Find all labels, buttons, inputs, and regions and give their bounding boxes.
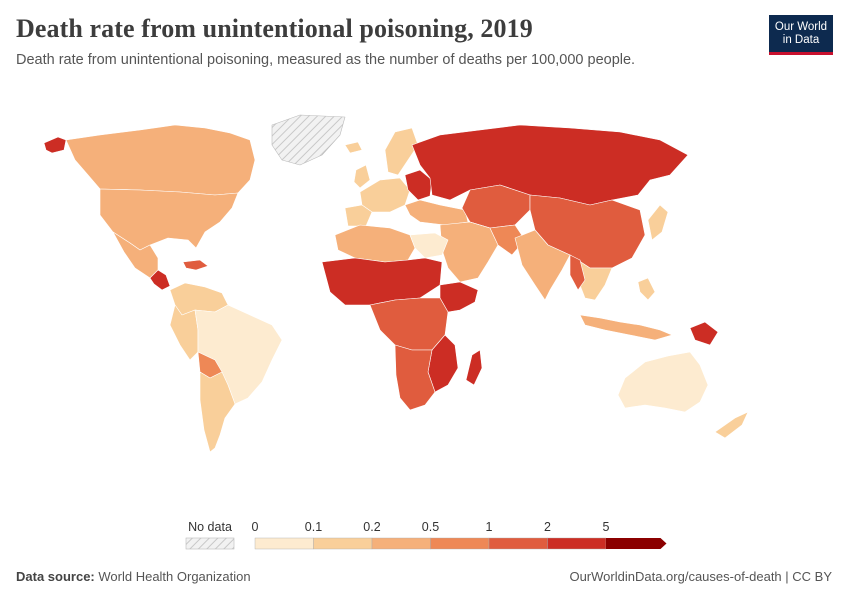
region-greenland[interactable] [271,114,346,166]
region-north-africa[interactable] [334,224,416,263]
region-alaska[interactable] [43,136,67,154]
source-label: Data source: [16,569,95,584]
chart-title: Death rate from unintentional poisoning,… [16,14,533,43]
region-new-zealand[interactable] [714,411,749,439]
source-value: World Health Organization [98,569,251,584]
region-iceland[interactable] [344,141,363,154]
legend-tick-label-5: 2 [544,520,551,534]
footer-source: Data source: World Health Organization [16,569,251,584]
region-russia[interactable] [411,124,689,206]
region-philippines[interactable] [637,277,656,301]
region-png[interactable] [689,321,719,346]
legend-bin-6[interactable] [606,538,667,549]
footer-link[interactable]: OurWorldinData.org/causes-of-death | CC … [569,569,832,584]
region-mexico[interactable] [112,231,159,279]
legend-tick-label-2: 0.2 [363,520,380,534]
legend-bin-4[interactable] [488,537,548,550]
legend-tick-label-6: 5 [603,520,610,534]
region-egypt[interactable] [409,232,449,259]
region-japan[interactable] [647,204,669,241]
region-iberia[interactable] [344,204,373,227]
region-indonesia[interactable] [579,314,673,341]
legend-tick-labels: 0 0.1 0.2 0.5 1 2 5 [252,520,610,534]
map-legend: No data 0 0.1 0.2 0.5 1 2 5 [185,520,667,550]
chart-subtitle: Death rate from unintentional poisoning,… [16,52,636,68]
region-southern-africa[interactable] [394,344,436,411]
region-central-america[interactable] [149,269,171,291]
legend-bin-2[interactable] [371,537,431,550]
legend-bin-5[interactable] [547,537,607,550]
legend-bin-1[interactable] [313,537,373,550]
region-madagascar[interactable] [465,349,483,386]
region-southern-cone[interactable] [199,371,236,453]
logo-line-1: Our World [774,20,828,33]
legend-tick-label-0: 0 [252,520,259,534]
region-caribbean[interactable] [182,259,209,271]
legend-tick-label-4: 1 [486,520,493,534]
region-australia[interactable] [617,351,709,413]
region-central-africa[interactable] [369,297,449,351]
region-western-europe[interactable] [359,177,411,213]
legend-color-bins [254,537,667,550]
region-scandinavia[interactable] [384,127,419,176]
logo-line-2: in Data [782,33,820,46]
region-myanmar[interactable] [569,254,586,291]
region-balkans[interactable] [404,199,469,226]
region-uk[interactable] [353,164,371,189]
region-india[interactable] [514,229,571,301]
legend-bin-3[interactable] [430,537,490,550]
legend-tick-label-3: 0.5 [422,520,439,534]
legend-no-data-label: No data [188,520,232,534]
owid-logo[interactable]: Our World in Data [769,15,833,55]
legend-tick-label-1: 0.1 [305,520,322,534]
legend-bin-0[interactable] [254,537,314,550]
legend-no-data-swatch [185,537,235,550]
region-canada[interactable] [65,124,256,196]
region-eastern-europe[interactable] [404,169,433,201]
region-central-asia[interactable] [461,184,531,229]
region-middle-east[interactable] [439,221,499,283]
